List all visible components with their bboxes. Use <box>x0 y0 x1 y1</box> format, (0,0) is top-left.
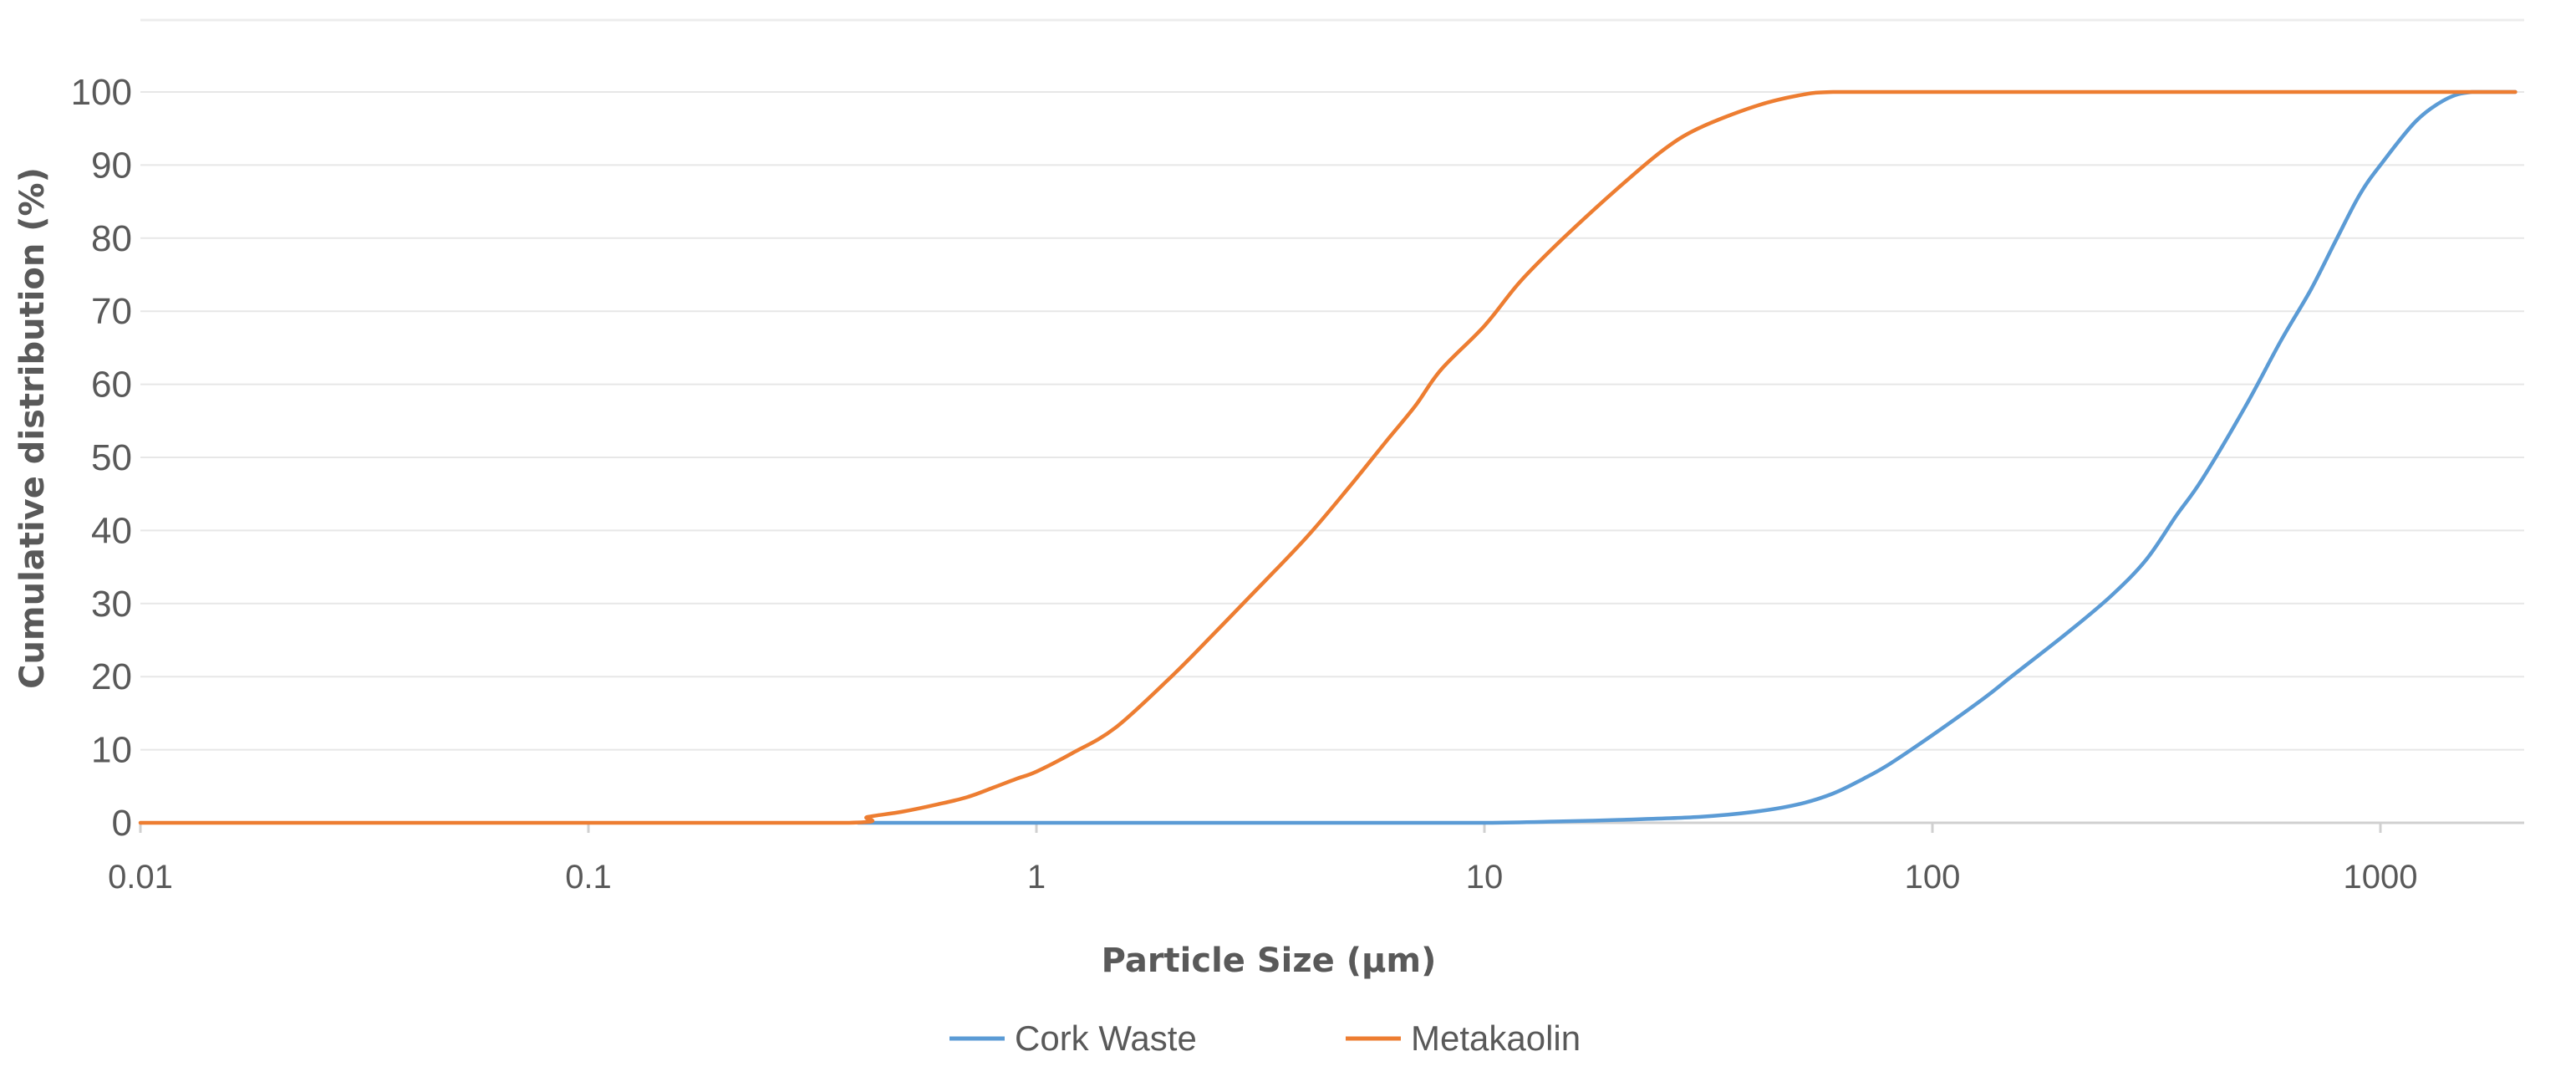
x-axis-ticks: 0.01 0.1 1 10 100 1000 <box>108 823 2417 896</box>
x-tick-label: 1000 <box>2344 859 2418 896</box>
y-tick-label: 90 <box>91 145 132 186</box>
x-axis-title: Particle Size (µm) <box>1102 942 1437 980</box>
gridlines <box>140 18 2524 751</box>
x-tick-label: 1 <box>1027 859 1046 896</box>
y-tick-label: 70 <box>91 291 132 332</box>
y-axis-ticks: 0 10 20 30 40 50 60 70 80 90 100 <box>71 72 132 844</box>
y-tick-label: 10 <box>91 730 132 771</box>
y-tick-label: 80 <box>91 218 132 259</box>
x-tick-label: 10 <box>1466 859 1504 896</box>
y-tick-label: 60 <box>91 365 132 406</box>
y-axis-title: Cumulative distribution (%) <box>13 167 52 689</box>
legend-label-cork-waste: Cork Waste <box>1015 1018 1197 1058</box>
y-tick-label: 100 <box>71 72 132 113</box>
series-line-cork-waste <box>856 89 2517 825</box>
y-tick-label: 30 <box>91 584 132 625</box>
series-line-metakaolin <box>138 89 2517 825</box>
x-tick-label: 100 <box>1905 859 1961 896</box>
legend-label-metakaolin: Metakaolin <box>1411 1018 1581 1058</box>
y-tick-label: 40 <box>91 510 132 551</box>
y-tick-label: 50 <box>91 437 132 478</box>
legend: Cork Waste Metakaolin <box>949 1018 1581 1058</box>
x-tick-label: 0.01 <box>108 859 173 896</box>
y-tick-label: 20 <box>91 656 132 697</box>
series-lines <box>138 89 2517 825</box>
x-tick-label: 0.1 <box>565 859 612 896</box>
y-tick-label: 0 <box>112 803 132 844</box>
